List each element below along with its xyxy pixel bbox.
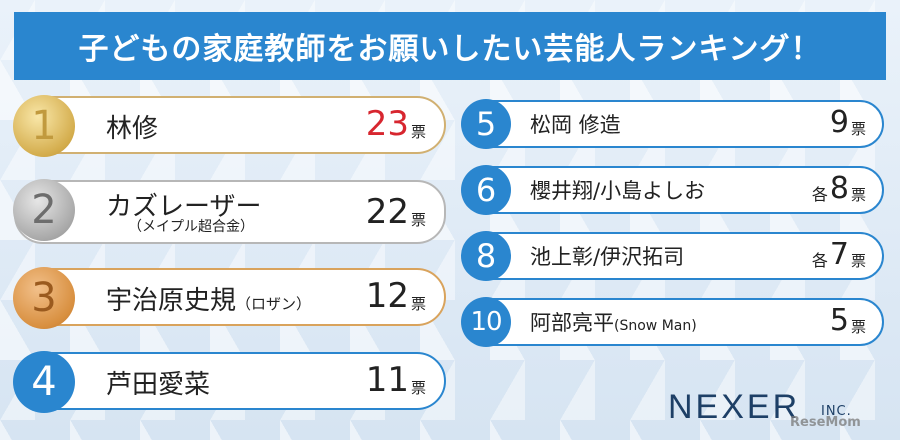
- rank-number: 3: [31, 275, 57, 321]
- rank-number: 6: [475, 171, 497, 209]
- rank-row-6: 6 櫻井翔/小島よしお 各 8 票: [461, 165, 884, 215]
- rank-number: 5: [475, 105, 497, 143]
- resemom-watermark: ReseMom: [790, 415, 861, 430]
- vote-count: 23 票: [366, 104, 426, 144]
- vote-each-label: 各: [811, 185, 828, 204]
- page-title: 子どもの家庭教師をお願いしたい芸能人ランキング！: [78, 32, 822, 67]
- celebrity-name: 林修: [106, 114, 159, 144]
- vote-unit: 票: [850, 186, 866, 204]
- celebrity-name: 松岡 修造: [530, 113, 621, 137]
- rank-row-2: 2 カズレーザー （メイプル超合金） 22 票: [13, 179, 446, 244]
- vote-count: 5 票: [830, 303, 866, 339]
- vote-unit: 票: [850, 318, 866, 336]
- rank-row-4: 4 芦田愛菜 11 票: [13, 351, 446, 413]
- vote-unit: 票: [410, 211, 426, 229]
- rank-number: 1: [31, 103, 57, 149]
- rank-number: 2: [31, 187, 57, 233]
- celebrity-name-main: 宇治原史規: [106, 286, 237, 316]
- rank-badge: 4: [13, 351, 75, 413]
- vote-each-label: 各: [811, 251, 828, 270]
- rank-badge: 6: [461, 165, 511, 215]
- gold-medal-icon: 1: [13, 95, 75, 157]
- rank-row-3: 3 宇治原史規（ロザン） 12 票: [13, 267, 446, 329]
- celebrity-name: 池上彰/伊沢拓司: [530, 245, 685, 269]
- rank-number: 10: [470, 307, 502, 337]
- vote-number: 8: [829, 171, 849, 206]
- nexer-logo-sub: INC.: [821, 404, 852, 419]
- vote-count: 11 票: [366, 360, 426, 400]
- rank-row-10: 10 阿部亮平(Snow Man) 5 票: [461, 297, 884, 347]
- silver-medal-icon: 2: [13, 179, 75, 241]
- celebrity-name: 芦田愛菜: [106, 370, 211, 400]
- vote-number: 12: [365, 276, 409, 316]
- vote-number: 23: [365, 104, 409, 144]
- nexer-logo: NEXER: [668, 388, 801, 426]
- rank-badge: 8: [461, 231, 511, 281]
- rank-number: 8: [475, 237, 497, 275]
- celebrity-group: (Snow Man): [614, 318, 697, 334]
- vote-count: 9 票: [830, 105, 866, 141]
- vote-unit: 票: [410, 123, 426, 141]
- rank-row-1: 1 林修 23 票: [13, 95, 446, 157]
- celebrity-name: カズレーザー: [106, 192, 262, 222]
- vote-count: 各 8 票: [812, 171, 866, 207]
- vote-number: 7: [829, 237, 849, 272]
- celebrity-name: 宇治原史規（ロザン）: [106, 280, 311, 317]
- vote-number: 11: [365, 360, 409, 400]
- vote-unit: 票: [410, 295, 426, 313]
- vote-number: 22: [365, 192, 409, 232]
- rank-badge: 10: [461, 297, 511, 347]
- vote-unit: 票: [410, 379, 426, 397]
- rank-number: 4: [31, 359, 57, 405]
- celebrity-group: （メイプル超合金）: [128, 219, 254, 235]
- vote-unit: 票: [850, 120, 866, 138]
- rank-badge: 5: [461, 99, 511, 149]
- rank-row-8: 8 池上彰/伊沢拓司 各 7 票: [461, 231, 884, 281]
- celebrity-name: 櫻井翔/小島よしお: [530, 179, 706, 203]
- vote-count: 12 票: [366, 276, 426, 316]
- vote-count: 各 7 票: [812, 237, 866, 273]
- celebrity-name-main: 阿部亮平: [530, 311, 614, 335]
- celebrity-group: （ロザン）: [236, 295, 312, 313]
- bronze-medal-icon: 3: [13, 267, 75, 329]
- vote-count: 22 票: [366, 192, 426, 232]
- vote-number: 5: [829, 303, 849, 338]
- rank-row-5: 5 松岡 修造 9 票: [461, 99, 884, 149]
- title-banner: 子どもの家庭教師をお願いしたい芸能人ランキング！: [14, 12, 886, 80]
- vote-number: 9: [829, 105, 849, 140]
- vote-unit: 票: [850, 252, 866, 270]
- celebrity-name: 阿部亮平(Snow Man): [530, 307, 697, 337]
